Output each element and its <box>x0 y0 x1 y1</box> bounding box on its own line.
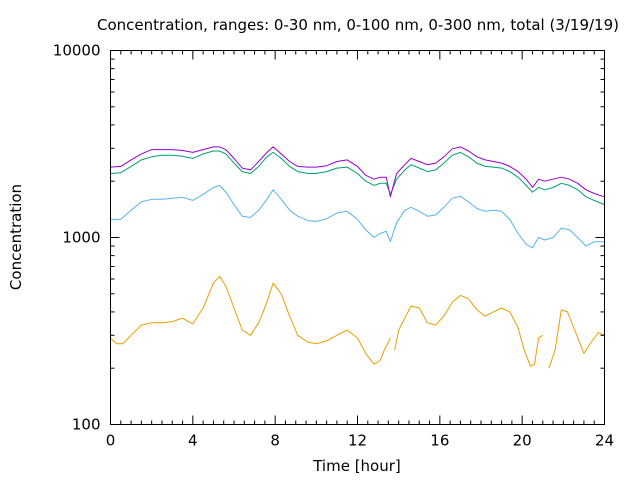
chart-title: Concentration, ranges: 0-30 nm, 0-100 nm… <box>97 16 619 34</box>
series-line-1 <box>110 275 605 369</box>
y-tick-label: 100 <box>72 416 101 434</box>
y-tick-label: 1000 <box>62 229 100 247</box>
ticks-layer: 0 4 8 12 16 20 24 100 1000 10000 <box>53 42 614 450</box>
x-tick-label: 4 <box>188 432 198 450</box>
series-line-3 <box>110 150 605 206</box>
series-line-2 <box>110 184 605 249</box>
series-line-4 <box>110 146 605 198</box>
x-tick-label: 16 <box>430 432 449 450</box>
x-tick-label: 0 <box>106 432 116 450</box>
x-axis-label: Time [hour] <box>312 457 401 475</box>
series-layer <box>110 146 605 369</box>
y-tick-label: 10000 <box>53 42 101 60</box>
x-tick-label: 20 <box>513 432 532 450</box>
y-axis-label: Concentration <box>7 184 25 290</box>
x-tick-label: 12 <box>348 432 367 450</box>
x-tick-label: 8 <box>270 432 280 450</box>
x-tick-label: 24 <box>595 432 614 450</box>
plot-frame <box>110 50 605 425</box>
